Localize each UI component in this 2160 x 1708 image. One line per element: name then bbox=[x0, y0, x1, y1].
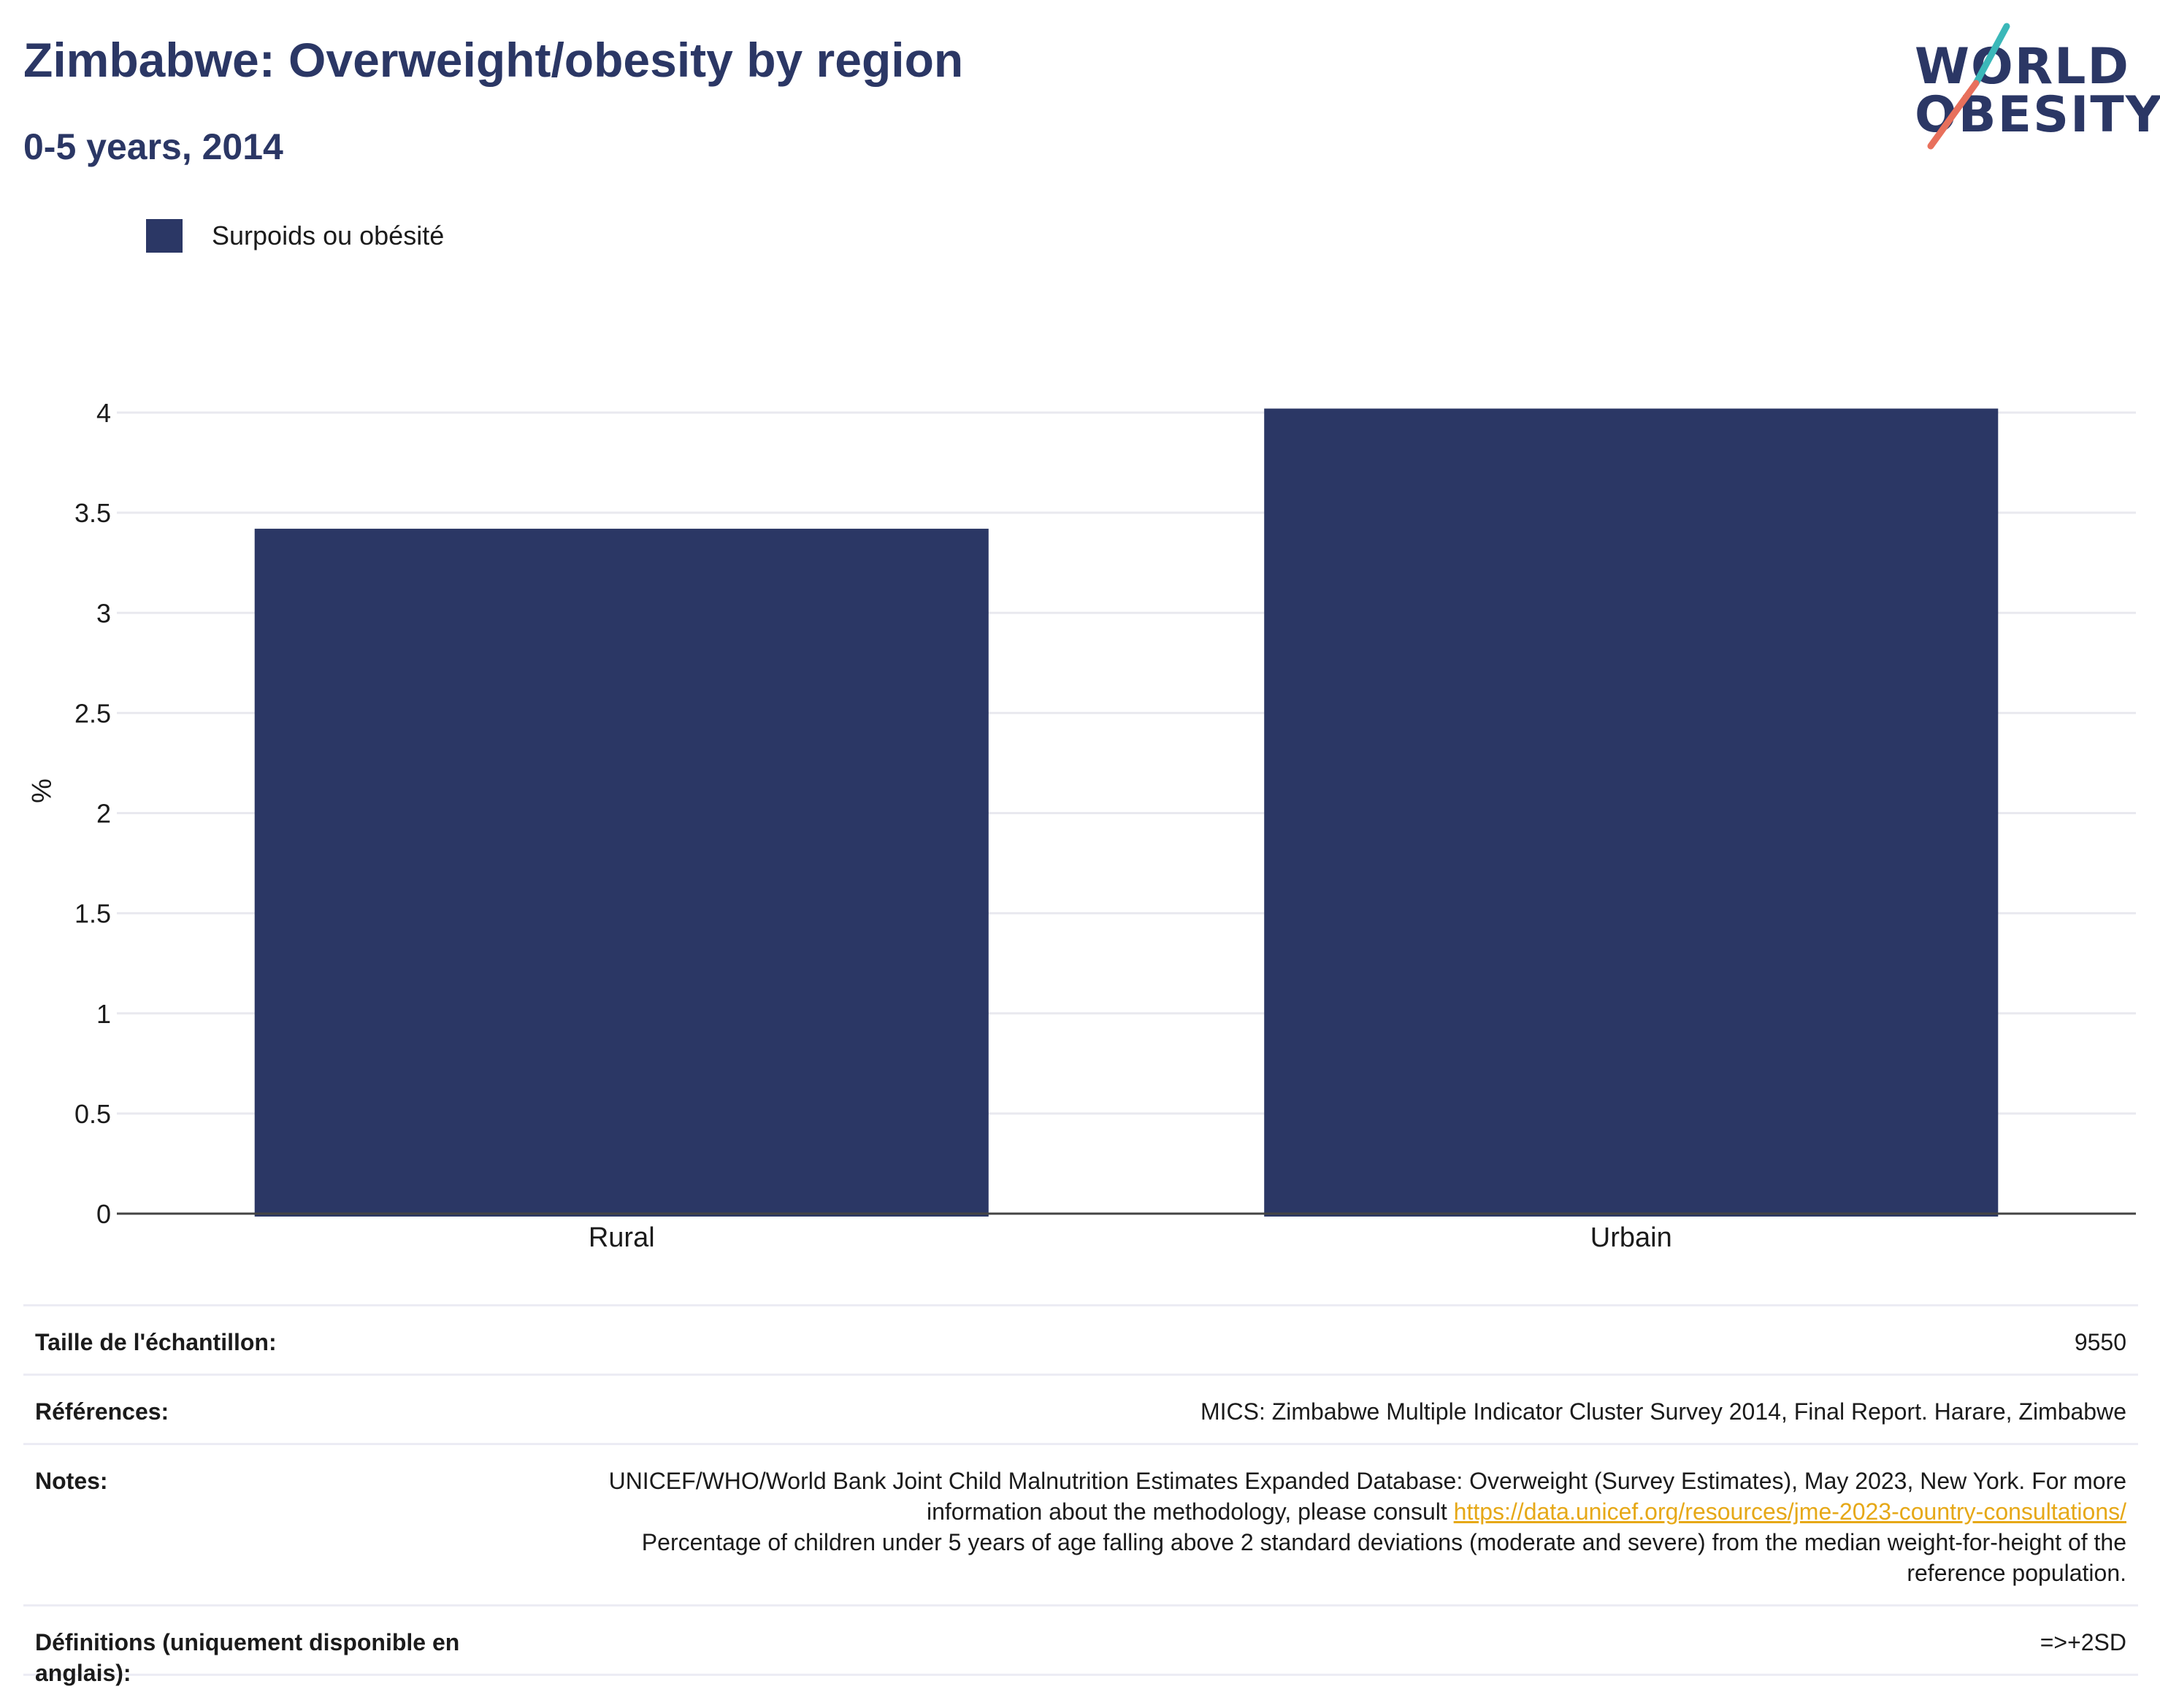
bar-rural bbox=[254, 529, 989, 1217]
y-tick-label: 3.5 bbox=[74, 498, 111, 528]
info-table: Taille de l'échantillon: 9550 Références… bbox=[23, 1304, 2138, 1686]
y-tick-label: 1 bbox=[96, 999, 111, 1029]
references-value: MICS: Zimbabwe Multiple Indicator Cluste… bbox=[1200, 1398, 2126, 1425]
notes-text-2: Percentage of children under 5 years of … bbox=[641, 1529, 2126, 1586]
bars bbox=[254, 408, 1999, 1217]
info-row-definitions: Définitions (uniquement disponible en an… bbox=[23, 1604, 2138, 1686]
y-tick-label: 2 bbox=[96, 799, 111, 829]
sample-size-label: Taille de l'échantillon: bbox=[35, 1329, 277, 1355]
logo-word-world: WORLD bbox=[1915, 38, 2130, 96]
bar-chart: 0 0.5 1 1.5 2 2.5 3 3.5 4 Rural Urbain bbox=[74, 398, 2136, 1253]
y-tick-label: 4 bbox=[96, 398, 111, 428]
bar-urbain bbox=[1264, 408, 1999, 1217]
y-tick-label: 3 bbox=[96, 598, 111, 628]
notes-text-1: UNICEF/WHO/World Bank Joint Child Malnut… bbox=[608, 1468, 2126, 1525]
notes-value: UNICEF/WHO/World Bank Joint Child Malnut… bbox=[590, 1466, 2126, 1588]
slash-mark-icon bbox=[1927, 23, 2010, 150]
info-row-notes: Notes: UNICEF/WHO/World Bank Joint Child… bbox=[23, 1443, 2138, 1604]
y-tick-label: 0.5 bbox=[74, 1099, 111, 1129]
notes-label: Notes: bbox=[35, 1468, 108, 1494]
definitions-label: Définitions (uniquement disponible en an… bbox=[35, 1629, 460, 1686]
y-axis-title: % bbox=[26, 778, 58, 803]
x-tick-label: Urbain bbox=[1590, 1222, 1672, 1253]
chart-subtitle: 0-5 years, 2014 bbox=[23, 126, 283, 167]
chart-title: Zimbabwe: Overweight/obesity by region bbox=[23, 33, 964, 87]
methodology-link[interactable]: https://data.unicef.org/resources/jme-20… bbox=[1453, 1498, 2126, 1525]
sample-size-value: 9550 bbox=[2074, 1329, 2126, 1355]
y-tick-label: 1.5 bbox=[74, 899, 111, 929]
chart-legend[interactable]: Surpoids ou obésité bbox=[146, 218, 444, 254]
info-row-sample: Taille de l'échantillon: 9550 bbox=[23, 1304, 2138, 1374]
legend-swatch bbox=[146, 219, 183, 253]
definitions-value: =>+2SD bbox=[2040, 1629, 2126, 1655]
x-tick-label: Rural bbox=[589, 1222, 655, 1253]
y-tick-label: 2.5 bbox=[74, 698, 111, 728]
legend-label: Surpoids ou obésité bbox=[212, 221, 445, 250]
info-row-references: Références: MICS: Zimbabwe Multiple Indi… bbox=[23, 1374, 2138, 1443]
references-label: Références: bbox=[35, 1398, 169, 1425]
world-obesity-logo: WORLD OBESITY bbox=[1899, 20, 2160, 152]
y-tick-label: 0 bbox=[96, 1199, 111, 1229]
axes: 0 0.5 1 1.5 2 2.5 3 3.5 4 Rural Urbain bbox=[74, 398, 2136, 1253]
